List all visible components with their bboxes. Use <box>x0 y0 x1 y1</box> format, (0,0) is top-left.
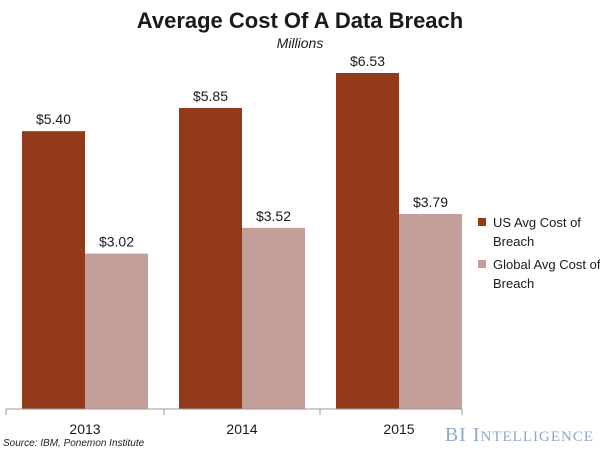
x-tick-label-2014: 2014 <box>226 421 257 437</box>
chart-subtitle: Millions <box>276 35 324 51</box>
legend-label-global-line1: Global Avg Cost of <box>493 257 600 272</box>
legend-label-global-line2: Breach <box>493 276 534 291</box>
bar-us-2014 <box>179 107 242 409</box>
bar-global-2015 <box>399 213 462 409</box>
source-note: Source: IBM, Ponemon Institute <box>3 438 145 449</box>
legend-swatch-us <box>478 218 486 226</box>
data-label-global-2013: $3.02 <box>99 234 134 250</box>
bar-us-2015 <box>336 73 399 409</box>
bar-global-2013 <box>85 253 148 409</box>
data-label-us-2015: $6.53 <box>350 53 385 69</box>
bar-us-2013 <box>22 131 85 409</box>
legend-label-us-line1: US Avg Cost of <box>493 215 581 230</box>
x-tick-label-2013: 2013 <box>69 421 100 437</box>
data-label-global-2015: $3.79 <box>413 194 448 210</box>
data-label-us-2014: $5.85 <box>193 88 228 104</box>
legend-label-us-line2: Breach <box>493 234 534 249</box>
legend-swatch-global <box>478 260 486 268</box>
data-label-global-2014: $3.52 <box>256 208 291 224</box>
chart-title: Average Cost Of A Data Breach <box>136 8 464 33</box>
data-label-us-2013: $5.40 <box>36 111 71 127</box>
bar-global-2014 <box>242 227 305 409</box>
bi-intelligence-logo: BI INTELLIGENCE <box>444 424 594 446</box>
x-tick-label-2015: 2015 <box>383 421 414 437</box>
